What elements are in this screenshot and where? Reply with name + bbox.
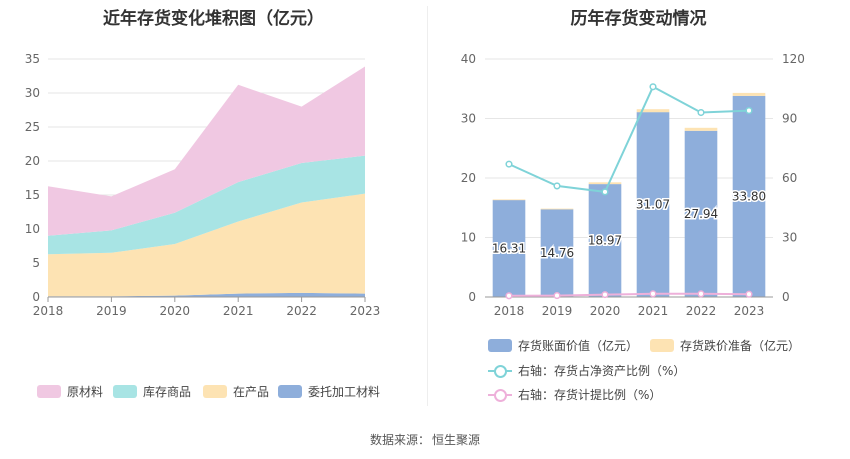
left-legend-item[interactable]: 委托加工材料 xyxy=(278,383,380,400)
data-source-value: 恒生聚源 xyxy=(432,433,481,447)
line-point xyxy=(745,290,753,298)
right-y-right-tick-label: 60 xyxy=(782,171,797,185)
data-source-label: 数据来源： xyxy=(369,433,430,447)
left-area-series-1 xyxy=(48,193,365,297)
right-chart-title: 历年存货变动情况 xyxy=(570,9,707,29)
line-point xyxy=(553,292,561,300)
left-y-tick-label: 20 xyxy=(25,154,40,168)
bar-book-value xyxy=(732,95,766,298)
right-legend-item[interactable]: 右轴：存货计提比例（%） xyxy=(488,386,661,403)
right-y-right-tick-label: 30 xyxy=(782,231,797,245)
panel-divider xyxy=(427,6,428,406)
line-point xyxy=(697,290,705,298)
right-y-right-tick-label: 0 xyxy=(782,290,790,304)
bar-impairment xyxy=(588,182,622,185)
left-y-tick-label: 25 xyxy=(25,120,40,134)
bar-impairment xyxy=(636,109,670,113)
bar-value-label: 18.97 xyxy=(588,234,622,248)
right-x-tick-label: 2022 xyxy=(686,304,717,318)
right-x-tick-label: 2020 xyxy=(590,304,621,318)
left-x-tick-label: 2019 xyxy=(96,304,127,318)
bar-impairment xyxy=(732,92,766,96)
left-chart-title: 近年存货变化堆积图（亿元） xyxy=(103,9,324,29)
left-area-series-2 xyxy=(48,155,365,255)
left-x-tick-label: 2023 xyxy=(350,304,381,318)
legend-swatch xyxy=(488,364,512,378)
legend-swatch xyxy=(113,385,137,398)
bar-book-value xyxy=(636,112,670,297)
left-y-tick-label: 30 xyxy=(25,86,40,100)
legend-swatch xyxy=(37,385,61,398)
bar-value-label: 27.94 xyxy=(684,207,718,221)
line-point xyxy=(601,291,609,299)
left-x-tick-label: 2018 xyxy=(33,304,64,318)
left-y-tick-label: 35 xyxy=(25,52,40,66)
right-y-left-tick-label: 10 xyxy=(461,231,476,245)
bar-impairment xyxy=(540,208,574,210)
line-point xyxy=(601,188,609,196)
left-legend-item[interactable]: 在产品 xyxy=(203,383,269,400)
legend-label: 存货账面价值（亿元） xyxy=(518,339,639,353)
legend-label: 库存商品 xyxy=(143,385,192,399)
line-series-1 xyxy=(508,292,750,297)
right-y-left-tick-label: 0 xyxy=(468,290,476,304)
bar-value-label: 31.07 xyxy=(636,198,670,212)
bar-book-value xyxy=(684,130,718,297)
line-point xyxy=(697,109,705,117)
left-x-tick-label: 2022 xyxy=(286,304,317,318)
right-y-left-tick-label: 30 xyxy=(461,112,476,126)
left-y-tick-label: 0 xyxy=(32,290,40,304)
left-legend-item[interactable]: 原材料 xyxy=(37,383,103,400)
left-x-tick-label: 2021 xyxy=(223,304,254,318)
legend-swatch xyxy=(650,339,674,352)
legend-swatch xyxy=(278,385,302,398)
right-y-left-tick-label: 40 xyxy=(461,52,476,66)
legend-swatch xyxy=(488,339,512,352)
legend-swatch xyxy=(203,385,227,398)
left-legend-item[interactable]: 库存商品 xyxy=(113,383,191,400)
line-point xyxy=(505,292,513,300)
legend-label: 委托加工材料 xyxy=(308,385,381,399)
right-y-right-tick-label: 90 xyxy=(782,112,797,126)
right-x-tick-label: 2019 xyxy=(542,304,573,318)
legend-label: 原材料 xyxy=(67,385,104,399)
bar-impairment xyxy=(492,199,526,201)
line-point xyxy=(649,290,657,298)
bar-value-label: 16.31 xyxy=(492,241,526,255)
left-y-tick-label: 5 xyxy=(32,256,40,270)
left-x-tick-label: 2020 xyxy=(160,304,191,318)
legend-label: 在产品 xyxy=(233,385,270,399)
bar-value-label: 14.76 xyxy=(540,246,574,260)
right-x-tick-label: 2023 xyxy=(734,304,765,318)
bar-impairment xyxy=(684,127,718,131)
right-legend-item[interactable]: 右轴：存货占净资产比例（%） xyxy=(488,362,685,379)
right-y-left-tick-label: 20 xyxy=(461,171,476,185)
line-point xyxy=(745,107,753,115)
legend-label: 存货跌价准备（亿元） xyxy=(680,339,801,353)
bar-book-value xyxy=(588,184,622,297)
data-source: 数据来源： 恒生聚源 xyxy=(0,431,850,448)
line-point xyxy=(505,160,513,168)
left-area-series-3 xyxy=(48,66,365,236)
legend-swatch xyxy=(488,388,512,402)
bar-book-value xyxy=(492,200,526,297)
legend-label: 右轴：存货占净资产比例（%） xyxy=(518,364,686,378)
left-y-tick-label: 10 xyxy=(25,222,40,236)
line-point xyxy=(649,83,657,91)
right-x-tick-label: 2018 xyxy=(494,304,525,318)
right-legend-item[interactable]: 存货跌价准备（亿元） xyxy=(650,337,800,354)
bar-book-value xyxy=(540,209,574,297)
legend-label: 右轴：存货计提比例（%） xyxy=(518,388,662,402)
bar-value-label: 33.80 xyxy=(732,189,766,203)
right-x-tick-label: 2021 xyxy=(638,304,669,318)
right-legend-item[interactable]: 存货账面价值（亿元） xyxy=(488,337,638,354)
right-y-right-tick-label: 120 xyxy=(782,52,805,66)
line-point xyxy=(553,182,561,190)
line-series-0 xyxy=(508,85,750,193)
left-area-series-0 xyxy=(48,292,365,297)
left-y-tick-label: 15 xyxy=(25,188,40,202)
